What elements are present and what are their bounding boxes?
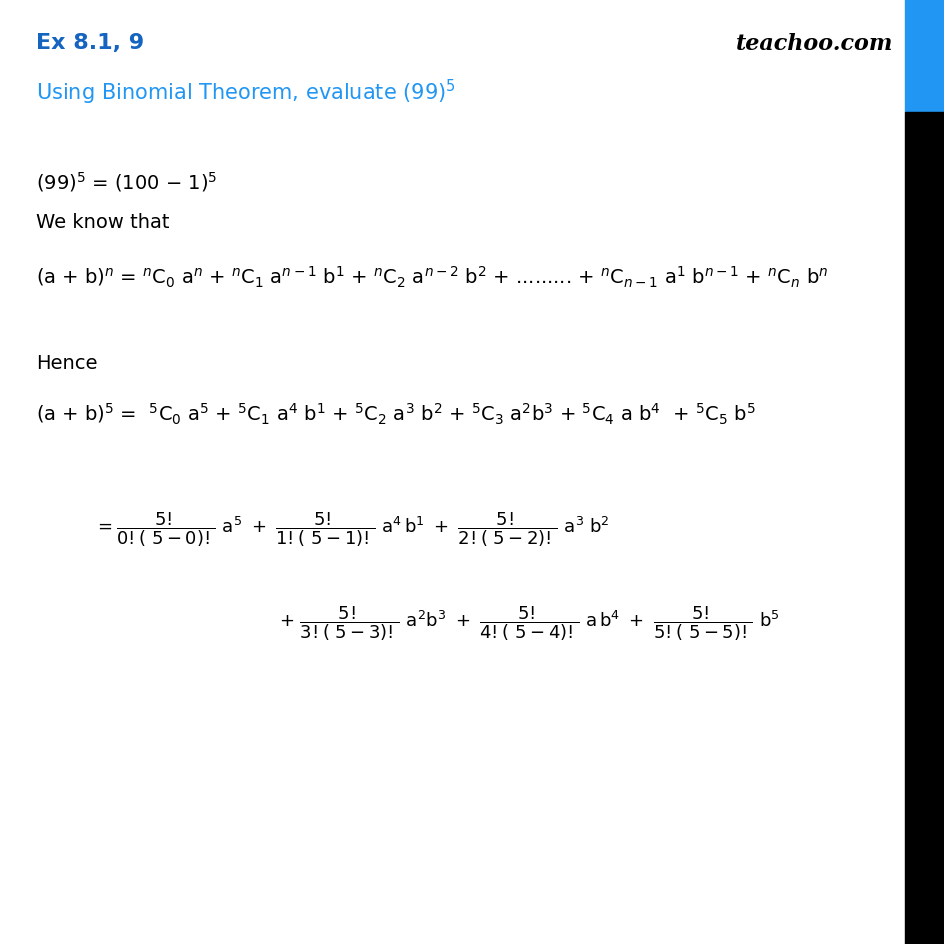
Bar [904, 113, 944, 944]
Text: We know that: We know that [36, 212, 169, 231]
Text: teachoo.com: teachoo.com [734, 33, 892, 55]
Text: Using Binomial Theorem, evaluate (99)$^5$: Using Binomial Theorem, evaluate (99)$^5… [36, 77, 455, 107]
Text: (99)$^5$ = (100 $-$ 1)$^5$: (99)$^5$ = (100 $-$ 1)$^5$ [36, 170, 217, 194]
Text: $= \dfrac{5!}{0!(\ 5-0)!}\ \mathrm{a}^5\ +\ \dfrac{5!}{1!(\ 5-1)!}\ \mathrm{a}^4: $= \dfrac{5!}{0!(\ 5-0)!}\ \mathrm{a}^5\… [94, 510, 610, 548]
Text: Hence: Hence [36, 354, 97, 373]
Bar [904, 0, 944, 113]
Text: (a + b)$^n$ = $^n$C$_0$ a$^n$ + $^n$C$_1$ a$^{n-1}$ b$^1$ + $^n$C$_2$ a$^{n-2}$ : (a + b)$^n$ = $^n$C$_0$ a$^n$ + $^n$C$_1… [36, 264, 828, 290]
Text: $+\ \dfrac{5!}{3!(\ 5-3)!}\ \mathrm{a}^2\mathrm{b}^3\ +\ \dfrac{5!}{4!(\ 5-4)!}\: $+\ \dfrac{5!}{3!(\ 5-3)!}\ \mathrm{a}^2… [278, 604, 779, 643]
Text: Ex 8.1, 9: Ex 8.1, 9 [36, 33, 143, 53]
Text: (a + b)$^5$ =  $^5$C$_0$ a$^5$ + $^5$C$_1$ a$^4$ b$^1$ + $^5$C$_2$ a$^3$ b$^2$ +: (a + b)$^5$ = $^5$C$_0$ a$^5$ + $^5$C$_1… [36, 401, 755, 427]
